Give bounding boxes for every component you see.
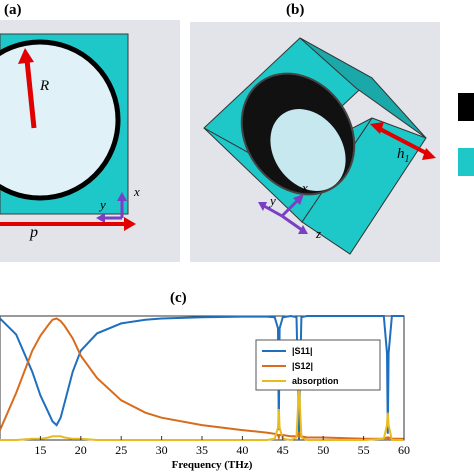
x-tick-label-3: 30 — [156, 443, 168, 457]
period-arrowhead — [124, 217, 136, 231]
b-z-axis-arrowhead — [298, 225, 308, 234]
x-tick-label-0: 15 — [34, 443, 46, 457]
panel-b-label: (b) — [286, 2, 305, 18]
panel-a-label: (a) — [4, 2, 22, 18]
legend-label-0: |S11| — [292, 346, 313, 356]
dielectric-swatch — [458, 148, 474, 176]
series-line-0 — [0, 314, 404, 441]
panel-a-axis-y-label: y — [100, 197, 106, 212]
b-x-axis-arrowhead — [293, 194, 304, 205]
symbol-h1: h1 — [397, 146, 410, 165]
y-axis-arrowhead — [96, 213, 105, 223]
x-axis-arrowhead — [117, 192, 127, 201]
panel-b-axis-z-label: z — [316, 226, 322, 241]
panel-a-figure — [0, 20, 180, 262]
radius-arrowhead — [18, 48, 34, 64]
height-arrowhead-start — [370, 122, 384, 134]
x-tick-label-7: 50 — [317, 443, 329, 457]
x-tick-label-5: 40 — [236, 443, 248, 457]
hole-inner-highlight — [270, 109, 346, 191]
panel-c-chart: 15 20 25 30 35 40 45 50 55 60 Frequency (THz) |S11|… — [0, 314, 410, 471]
x-tick-label-8: 55 — [358, 443, 370, 457]
panel-b-axis-x-label: x — [302, 180, 308, 195]
symbol-h-sub: 1 — [404, 154, 410, 165]
symbol-R: R — [40, 78, 50, 94]
height-arrowhead-end — [422, 148, 436, 160]
panel-c-label: (c) — [170, 290, 187, 306]
b-y-axis-arrowhead — [258, 202, 267, 211]
x-tick-label-1: 20 — [75, 443, 87, 457]
symbol-h: h — [397, 146, 405, 162]
x-tick-label-9: 60 — [398, 443, 410, 457]
legend-label-1: |S12| — [292, 361, 313, 371]
panel-a-axis-x-label: x — [134, 184, 140, 199]
series-line-2 — [0, 381, 404, 442]
legend-label-2: absorption — [292, 376, 339, 386]
height-arrow — [377, 126, 429, 156]
symbol-p: p — [30, 224, 38, 241]
x-axis-label: Frequency (THz) — [172, 459, 253, 471]
b-z-axis-arrow — [281, 214, 303, 232]
x-tick-label-6: 45 — [277, 443, 289, 457]
panel-b-figure — [190, 22, 440, 262]
b-y-axis-arrow — [263, 204, 283, 218]
x-tick-label-2: 25 — [115, 443, 127, 457]
metal-swatch — [458, 93, 474, 121]
x-tick-label-4: 35 — [196, 443, 208, 457]
radius-arrow — [24, 59, 37, 129]
panel-b-axis-y-label: y — [270, 193, 276, 208]
